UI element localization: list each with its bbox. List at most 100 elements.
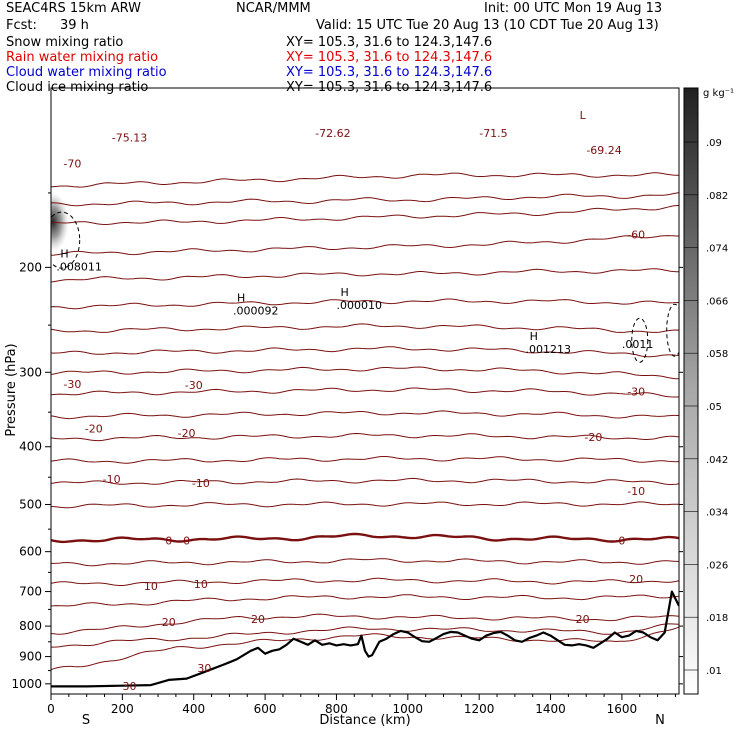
contour-line [51, 298, 679, 310]
colorbar-tick-label: .09 [706, 138, 722, 149]
colorbar-tick-label: .05 [706, 402, 722, 413]
x-tick-label: 0 [47, 702, 55, 716]
contour-label: -20 [584, 431, 602, 444]
x-tick-label: 1400 [535, 702, 566, 716]
contour-label: -10 [627, 485, 645, 498]
contour-label: 10 [194, 578, 208, 591]
contour-label: -10 [103, 473, 121, 486]
right-endpoint-label: N [655, 713, 665, 728]
colorbar-tick-label: .066 [706, 296, 728, 307]
field-name-cloud-water: Cloud water mixing ratio [6, 65, 167, 80]
model-title: SEAC4RS 15km ARW [6, 1, 142, 16]
contour-line [51, 204, 679, 226]
colorbar-tick-label: .026 [706, 560, 728, 571]
fcst-label: Fcst: [6, 18, 37, 33]
y-tick-label: 600 [19, 545, 42, 559]
y-axis-label: Pressure (hPa) [4, 343, 19, 436]
contour-line [51, 323, 679, 333]
maximum-value-label: .000010 [336, 299, 382, 312]
contour-label: L [580, 109, 587, 122]
contour-line [51, 432, 679, 442]
colorbar-tick-label: .074 [706, 244, 728, 255]
x-tick-label: 600 [254, 702, 277, 716]
x-tick-label: 800 [325, 702, 348, 716]
field-name-rain: Rain water mixing ratio [6, 50, 159, 65]
contour-label: -69.24 [586, 144, 621, 157]
x-tick-label: 1000 [393, 702, 424, 716]
valid-label: Valid: 15 UTC Tue 20 Aug 13 (10 CDT Tue … [316, 18, 659, 33]
contour-line [51, 501, 679, 509]
contour-label: 20 [251, 613, 265, 626]
y-tick-label: 900 [19, 650, 42, 664]
x-axis-label: Distance (km) [319, 713, 410, 728]
contour-label: -30 [63, 378, 81, 391]
contour-label: -30 [627, 385, 645, 398]
contour-label: 30 [197, 662, 211, 675]
contour-line [51, 346, 679, 358]
maximum-marker: H [340, 286, 348, 299]
y-tick-label: 1000 [11, 677, 42, 691]
maximum-marker: H [60, 247, 68, 260]
colorbar-tick-label: .042 [706, 455, 728, 466]
colorbar-unit: g kg⁻¹ [703, 88, 734, 99]
contour-line [51, 577, 679, 586]
maximum-marker: H [237, 291, 245, 304]
colorbar-tick-label: .058 [706, 349, 728, 360]
contour-label: -20 [85, 423, 103, 436]
contour-label: 20 [576, 613, 590, 626]
contour-label: 20 [162, 616, 176, 629]
colorbar-tick-label: .082 [706, 191, 728, 202]
maximum-marker: H [530, 330, 538, 343]
contour-label: -10 [192, 477, 210, 490]
cloud-ice-outline [666, 303, 679, 357]
left-endpoint-label: S [82, 713, 90, 728]
maximum-value-label: .008011 [56, 260, 102, 273]
maximum-value-label: .000092 [233, 304, 279, 317]
contour-label: -75.13 [112, 131, 147, 144]
y-tick-label: 500 [19, 497, 42, 511]
x-tick-label: 1600 [607, 702, 638, 716]
contour-line [51, 366, 679, 380]
contour-line [51, 626, 679, 671]
x-tick-label: 1200 [464, 702, 495, 716]
colorbar [683, 87, 699, 695]
contour-line [51, 456, 679, 464]
contour-label: 20 [629, 573, 643, 586]
colorbar-tick-label: .018 [706, 613, 728, 624]
contour-label: 0 [183, 535, 190, 548]
field-xy-cloud-water: XY= 105.3, 31.6 to 124.3,147.6 [286, 65, 493, 80]
maximum-value-label: .0011 [622, 338, 654, 351]
center-label: NCAR/MMM [236, 1, 311, 16]
maximum-value-label: .001213 [526, 343, 572, 356]
y-tick-label: 200 [19, 260, 42, 274]
colorbar-tick-label: .034 [706, 508, 728, 519]
contour-label: -72.62 [315, 127, 350, 140]
contour-label: -30 [185, 379, 203, 392]
cloud-ice-shading [51, 192, 69, 252]
cloud-ice-outline [631, 317, 649, 363]
contour-label: 30 [123, 680, 137, 693]
x-tick-label: 200 [111, 702, 134, 716]
field-xy-snow: XY= 105.3, 31.6 to 124.3,147.6 [286, 35, 493, 50]
fcst-value: 39 h [60, 18, 89, 33]
contour-line [51, 594, 679, 607]
contour-label: -20 [178, 427, 196, 440]
contour-line [51, 387, 679, 398]
y-tick-label: 800 [19, 619, 42, 633]
contour-label: -70 [63, 158, 81, 171]
contour-line [51, 172, 679, 188]
contour-line [51, 192, 679, 207]
y-tick-label: 300 [19, 365, 42, 379]
contour-line [51, 623, 679, 648]
contour-label: 0 [165, 535, 172, 548]
init-label: Init: 00 UTC Mon 19 Aug 13 [484, 1, 663, 16]
terrain-line [51, 590, 679, 688]
contour-label: 0 [618, 535, 625, 548]
cloud-ice-outline [51, 211, 81, 269]
contour-line [51, 268, 679, 283]
contour-line [51, 558, 679, 567]
y-tick-label: 400 [19, 440, 42, 454]
contour-line [51, 477, 679, 486]
y-tick-label: 700 [19, 585, 42, 599]
contour-line [51, 235, 679, 256]
